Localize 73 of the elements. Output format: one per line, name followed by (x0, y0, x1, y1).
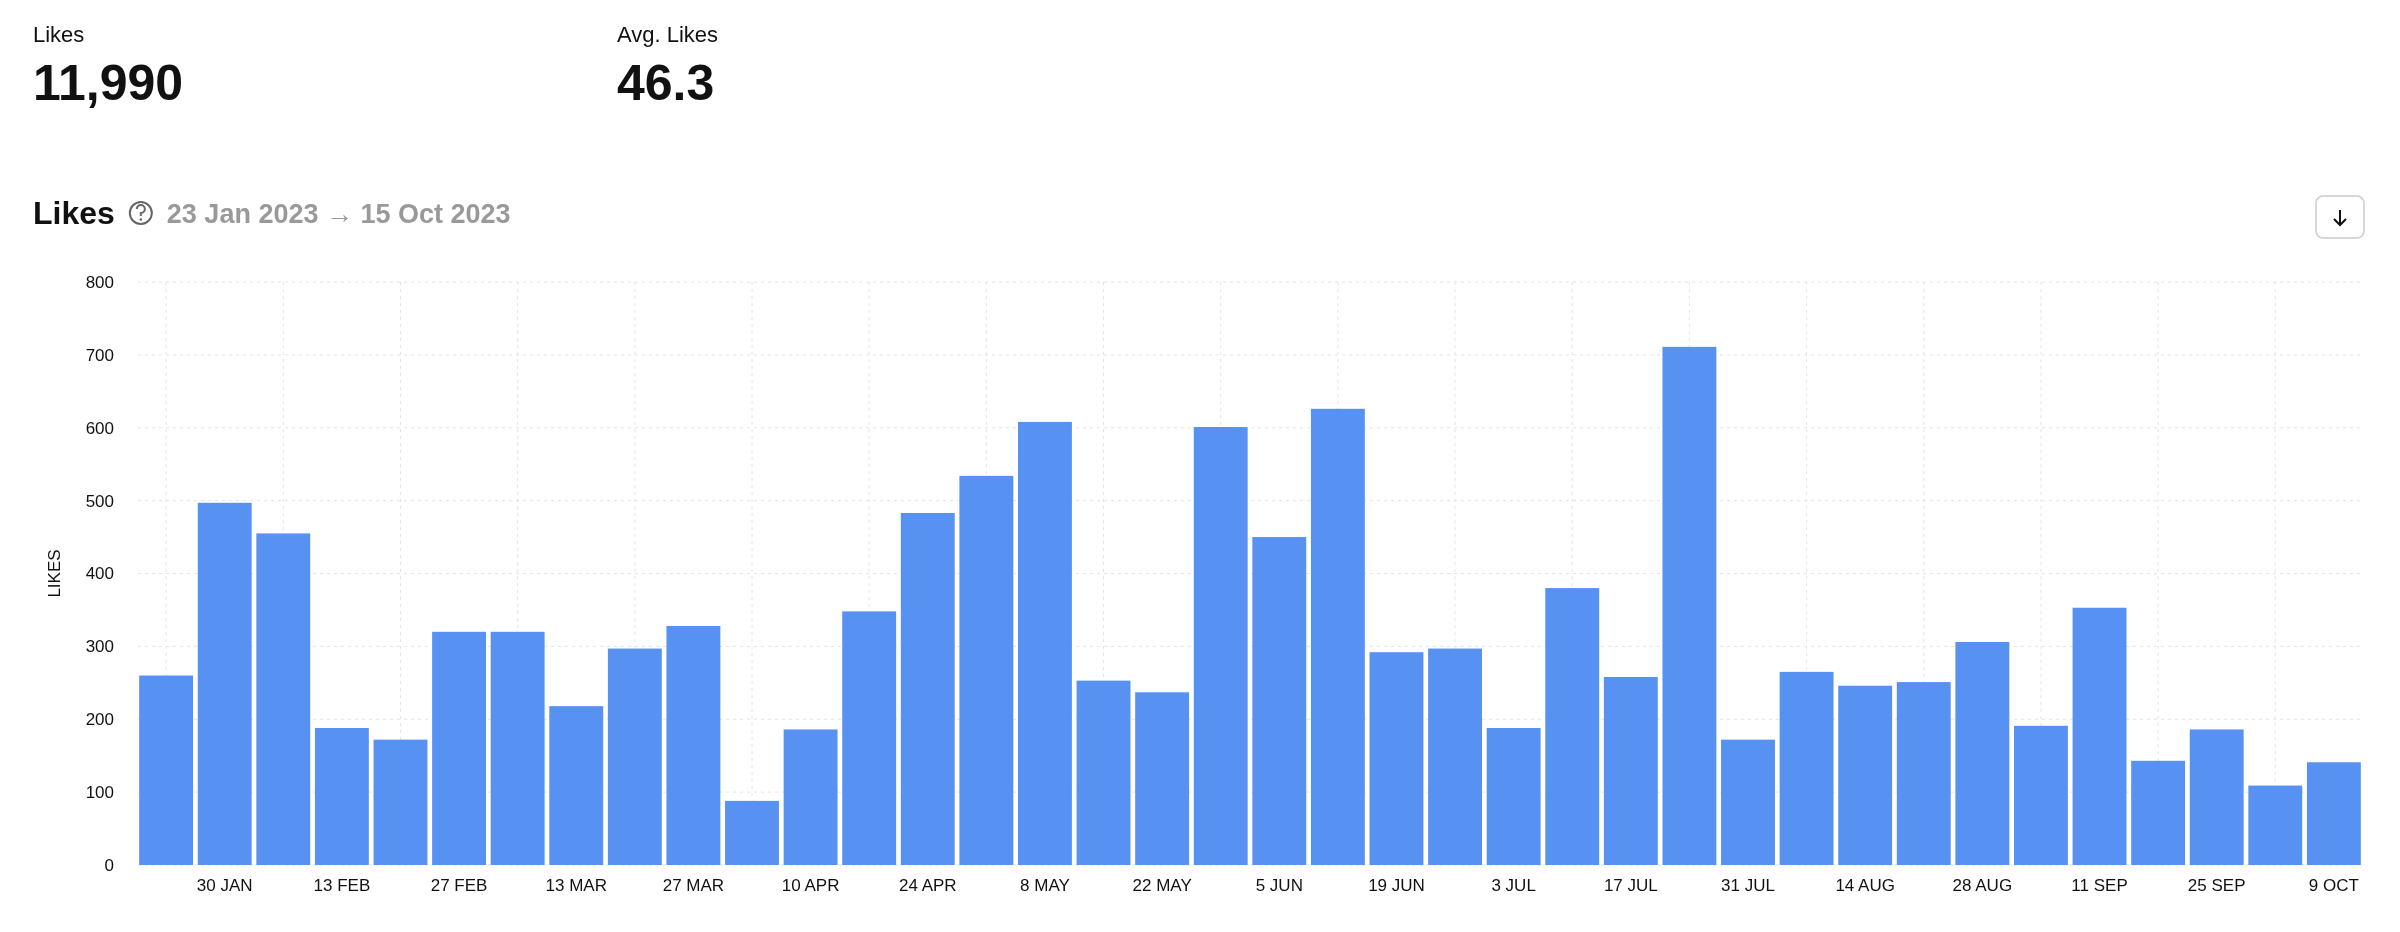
bar (1369, 652, 1424, 865)
bar (1662, 346, 1717, 865)
chart-title: Likes (33, 195, 115, 231)
y-tick-label: 200 (85, 710, 114, 730)
y-tick-label: 100 (85, 783, 114, 803)
x-tick-label: 27 MAR (662, 876, 725, 896)
bar (959, 475, 1014, 865)
text: Likes (33, 22, 85, 47)
x-tick-label: 17 JUL (1603, 876, 1658, 896)
bar (490, 631, 545, 865)
bar (1603, 676, 1658, 865)
x-tick-label: 19 JUN (1368, 876, 1425, 896)
x-tick-label: 14 AUG (1835, 876, 1895, 896)
bar (725, 800, 779, 865)
text: 11,990 (33, 55, 184, 111)
x-tick-label: 28 AUG (1952, 876, 2013, 896)
bar (2131, 760, 2186, 865)
bar (1310, 408, 1365, 865)
x-tick-label: 13 MAR (545, 876, 607, 896)
bar (842, 611, 897, 865)
x-tick-label: 30 JAN (196, 876, 253, 896)
bar (2248, 785, 2303, 865)
bar (1721, 739, 1775, 865)
bar (666, 625, 721, 865)
bar (1545, 588, 1600, 865)
bar (1428, 648, 1483, 865)
y-tick-label: 800 (85, 272, 114, 292)
bar (314, 728, 369, 865)
bar (2306, 762, 2361, 865)
bar (1486, 728, 1541, 865)
bar (549, 706, 604, 865)
y-tick-label: 600 (85, 418, 114, 438)
text: 46.3 (617, 55, 715, 111)
bar (607, 648, 662, 865)
x-tick-label: 5 JUN (1255, 876, 1303, 896)
bar (139, 675, 194, 865)
y-tick-label: 300 (85, 637, 114, 657)
bar (197, 502, 252, 865)
bar (2072, 607, 2127, 865)
bar (1135, 692, 1190, 865)
x-tick-label: 25 SEP (2187, 876, 2246, 896)
bar (1193, 427, 1248, 865)
bar (1896, 682, 1951, 865)
bar (1252, 537, 1307, 865)
x-tick-label: 31 JUL (1721, 876, 1775, 896)
y-tick-label: 500 (85, 491, 114, 511)
x-tick-label: 13 FEB (313, 876, 371, 896)
y-tick-label: 400 (85, 564, 114, 584)
y-axis-title: LIKES (45, 549, 64, 598)
x-tick-label: 22 MAY (1132, 876, 1192, 896)
bar (373, 739, 428, 865)
bar (1017, 421, 1072, 865)
text: Avg. Likes (617, 22, 719, 47)
bar (2013, 725, 2068, 865)
bar (900, 513, 955, 865)
bar (2189, 729, 2244, 865)
x-tick-label: 11 SEP (2071, 876, 2128, 896)
x-tick-label: 27 FEB (430, 876, 488, 896)
x-tick-label: 24 APR (898, 876, 957, 896)
bar (1076, 680, 1131, 865)
bar (783, 729, 838, 865)
bar (432, 631, 487, 865)
bar (1838, 685, 1893, 865)
x-tick-label: 9 OCT (2308, 876, 2359, 896)
y-tick-label: 0 (104, 855, 114, 875)
x-tick-label: 3 JUL (1491, 876, 1536, 896)
x-tick-label: 10 APR (781, 876, 840, 896)
bar (1955, 642, 2010, 865)
y-tick-label: 700 (85, 345, 114, 365)
x-tick-label: 8 MAY (1020, 876, 1070, 896)
bar (256, 533, 311, 865)
bar (1779, 671, 1834, 865)
chart-subtitle: 23 Jan 2023 → 15 Oct 2023 (166, 199, 511, 229)
